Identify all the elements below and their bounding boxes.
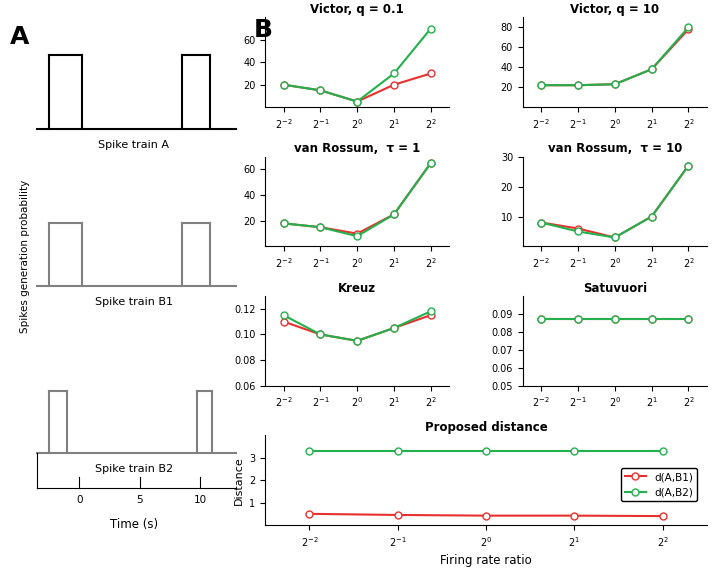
Text: 5: 5 — [136, 495, 143, 505]
Title: Satuvuori: Satuvuori — [583, 282, 647, 295]
Text: Time (s): Time (s) — [109, 518, 158, 531]
Y-axis label: Distance: Distance — [233, 456, 243, 504]
Text: 0: 0 — [76, 495, 83, 505]
X-axis label: Firing rate ratio: Firing rate ratio — [440, 554, 532, 567]
Text: Spikes generation probability: Spikes generation probability — [20, 179, 30, 333]
Legend: d(A,B1), d(A,B2): d(A,B1), d(A,B2) — [621, 468, 698, 501]
Title: Victor, q = 10: Victor, q = 10 — [570, 3, 660, 16]
Text: 10: 10 — [193, 495, 206, 505]
Text: B: B — [253, 18, 273, 43]
Title: Kreuz: Kreuz — [338, 282, 376, 295]
Title: van Rossum,  τ = 10: van Rossum, τ = 10 — [548, 143, 682, 155]
Text: Spike train B2: Spike train B2 — [94, 464, 173, 474]
Title: Proposed distance: Proposed distance — [425, 421, 548, 434]
Text: Spike train B1: Spike train B1 — [95, 297, 173, 306]
Title: van Rossum,  τ = 1: van Rossum, τ = 1 — [294, 143, 421, 155]
Title: Victor, q = 0.1: Victor, q = 0.1 — [311, 3, 404, 16]
Text: A: A — [9, 25, 29, 49]
Text: Spike train A: Spike train A — [98, 140, 169, 150]
